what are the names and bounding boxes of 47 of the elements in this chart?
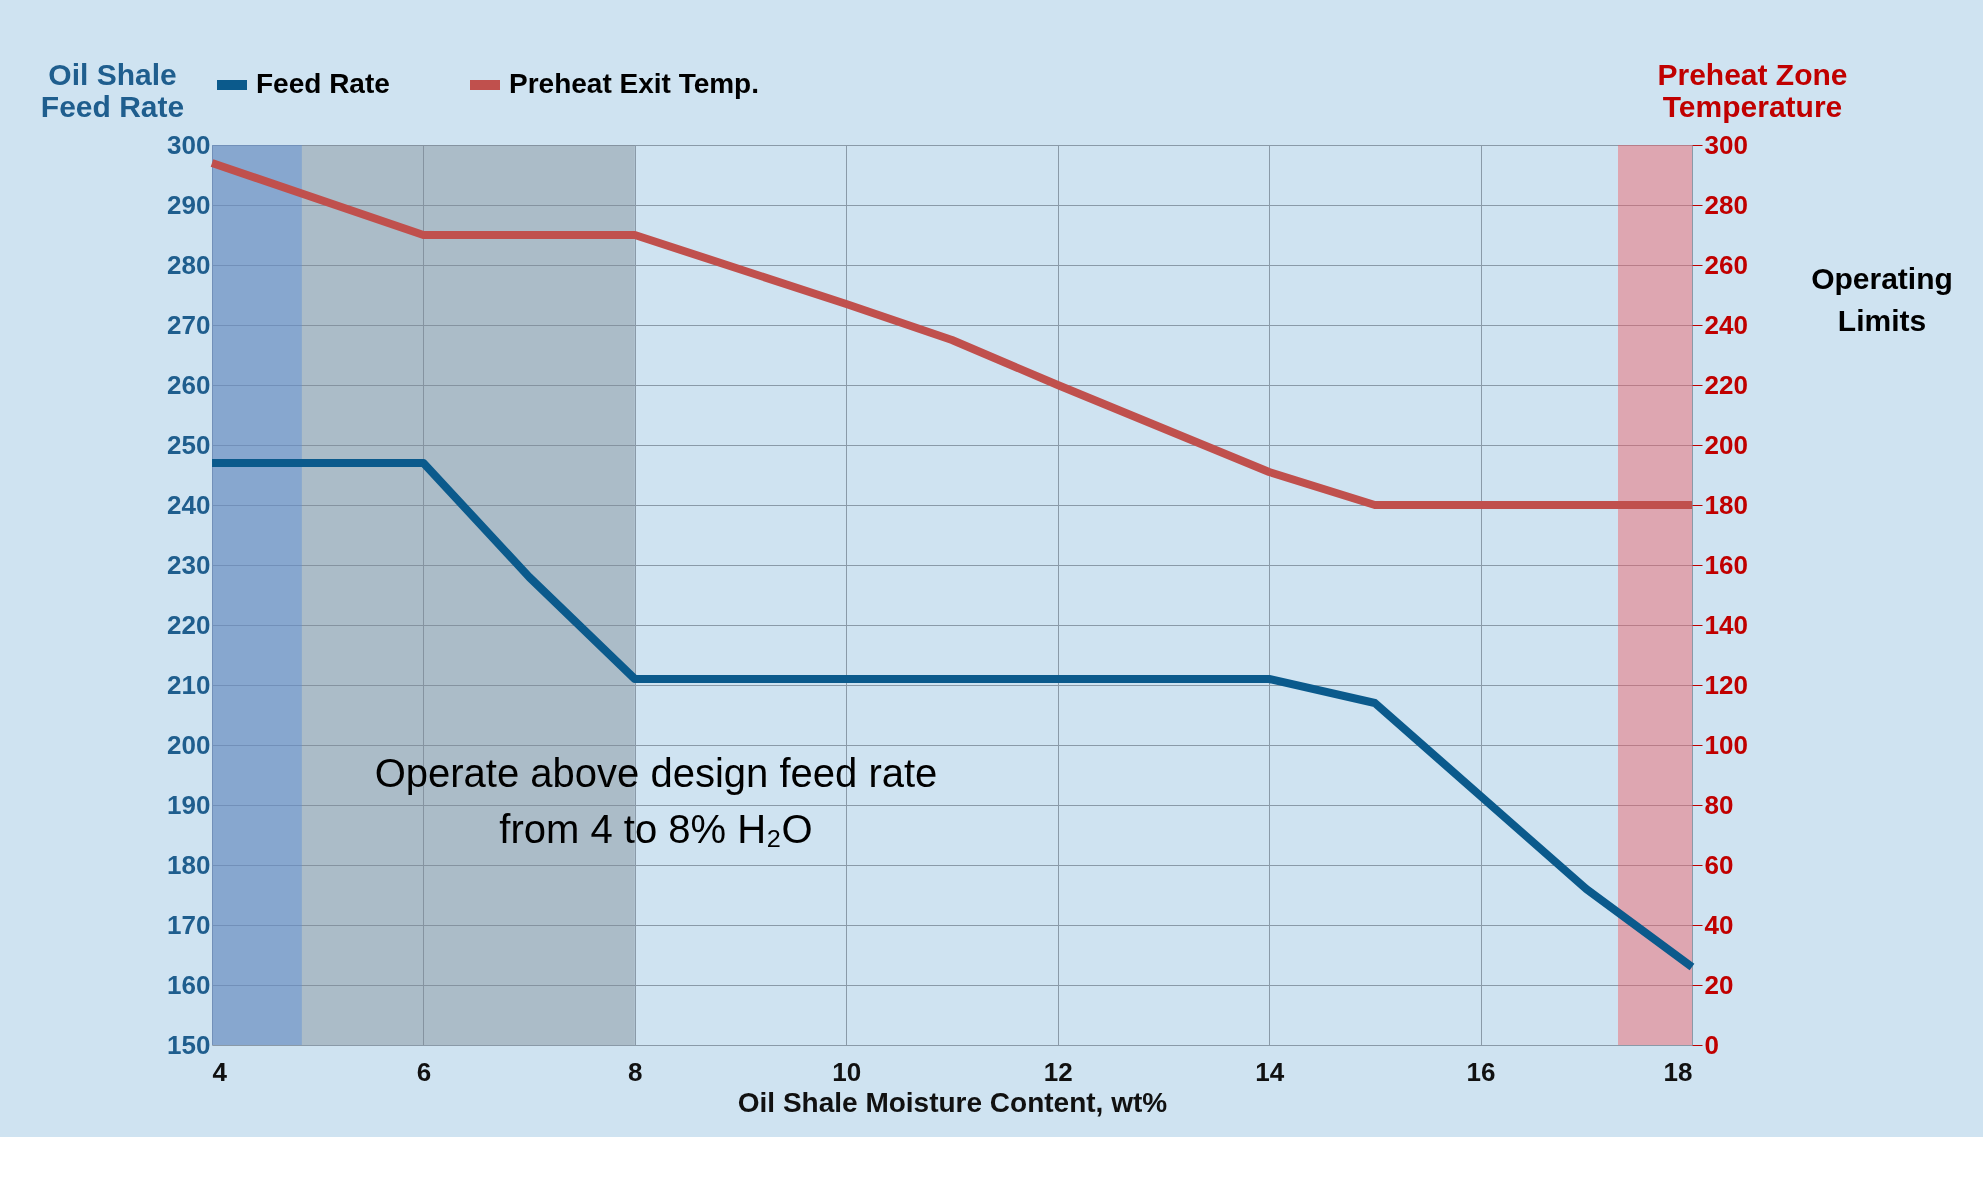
legend-label: Feed Rate	[256, 68, 390, 99]
y2-tick-label: 100	[1704, 729, 1748, 760]
x-tick-label: 10	[832, 1056, 862, 1087]
y2-tick-label: 280	[1704, 189, 1748, 220]
y-tick-label: 290	[167, 189, 211, 220]
y2-tick-label: 260	[1704, 249, 1748, 280]
y2-tick-label: 40	[1704, 909, 1734, 940]
y2-tick-label: 220	[1704, 369, 1748, 400]
y2-tick-label: 120	[1704, 669, 1748, 700]
x-tick-label: 6	[416, 1056, 432, 1087]
text: Operating Limits	[1811, 262, 1953, 337]
annotation: Operate above design feed rate from 4 to 8% H₂O	[374, 751, 938, 851]
y-tick-label: 220	[167, 609, 211, 640]
y2-tick-label: 160	[1704, 549, 1748, 580]
y-tick-label: 210	[167, 669, 211, 700]
x-tick-label: 4	[212, 1056, 228, 1087]
x-tick-label: 18	[1663, 1056, 1693, 1087]
legend-label: Preheat Exit Temp.	[509, 68, 760, 99]
y-tick-label: 230	[167, 549, 211, 580]
y2-tick-label: 0	[1704, 1029, 1719, 1060]
x-axis-title: Oil Shale Moisture Content, wt%	[737, 1086, 1168, 1118]
y2-tick-label: 80	[1704, 789, 1734, 820]
y-tick-label: 170	[167, 909, 211, 940]
x-tick-label: 8	[628, 1056, 643, 1087]
y2-tick-label: 240	[1704, 309, 1748, 340]
y2-tick-label: 20	[1704, 969, 1734, 1000]
y2-tick-label: 200	[1704, 429, 1748, 460]
y-tick-label: 180	[167, 849, 211, 880]
y-tick-label: 190	[167, 789, 211, 820]
y-tick-label: 260	[167, 369, 211, 400]
x-tick-label: 12	[1043, 1056, 1073, 1087]
y2-tick-label: 60	[1704, 849, 1734, 880]
y-tick-label: 250	[167, 429, 211, 460]
y-tick-label: 240	[167, 489, 211, 520]
y-tick-label: 270	[167, 309, 211, 340]
y-tick-label: 150	[167, 1029, 211, 1060]
y-tick-label: 300	[167, 129, 211, 160]
y2-axis-title: Preheat Zone Temperature	[1657, 57, 1848, 123]
x-tick-label: 16	[1466, 1056, 1496, 1087]
y-tick-label: 160	[167, 969, 211, 1000]
y2-tick-label: 180	[1704, 489, 1748, 520]
y2-tick-label: 300	[1704, 129, 1748, 160]
x-tick-label: 14	[1255, 1056, 1285, 1087]
y2-tick-label: 140	[1704, 609, 1748, 640]
y-axis-title: Oil Shale Feed Rate	[40, 57, 185, 123]
y-tick-label: 280	[167, 249, 211, 280]
y-tick-label: 200	[167, 729, 211, 760]
